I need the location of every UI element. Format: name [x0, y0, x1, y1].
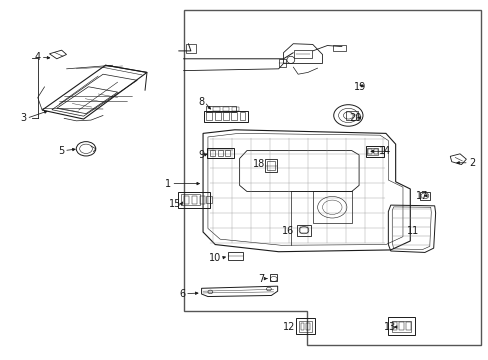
Bar [231, 112, 237, 120]
Text: 14: 14 [378, 146, 390, 156]
Text: 15: 15 [168, 199, 181, 210]
Bar [180, 194, 200, 205]
Bar [332, 45, 346, 51]
Bar [300, 323, 304, 330]
Bar [191, 196, 196, 204]
Bar [222, 107, 229, 111]
Text: 19: 19 [353, 82, 366, 93]
Bar [203, 111, 247, 122]
Text: 11: 11 [406, 226, 418, 236]
Text: 7: 7 [257, 274, 264, 284]
Text: 16: 16 [282, 226, 294, 236]
Bar [293, 50, 312, 58]
Bar [217, 150, 222, 156]
Bar [239, 112, 245, 120]
Text: 2: 2 [468, 158, 474, 168]
Text: 1: 1 [165, 179, 171, 189]
Text: 6: 6 [179, 289, 184, 299]
Bar [373, 149, 377, 154]
Text: 3: 3 [20, 113, 26, 123]
Bar [206, 112, 212, 120]
Bar [212, 107, 219, 111]
Bar [214, 112, 220, 120]
Bar [299, 227, 308, 233]
Bar [206, 106, 235, 112]
Text: 10: 10 [208, 253, 221, 263]
Bar [365, 145, 384, 157]
Text: 4: 4 [35, 52, 41, 62]
Bar [228, 252, 243, 260]
Text: 18: 18 [253, 159, 265, 169]
Bar [406, 322, 410, 330]
Bar [264, 159, 277, 172]
Bar [391, 322, 396, 330]
Bar [183, 196, 188, 204]
Text: 5: 5 [58, 145, 64, 156]
Text: 13: 13 [384, 322, 396, 332]
Bar [223, 112, 228, 120]
Bar [206, 148, 233, 158]
Text: 12: 12 [283, 322, 295, 332]
Bar [205, 196, 211, 203]
Text: 20: 20 [348, 113, 361, 123]
Bar [387, 318, 414, 335]
Text: 17: 17 [416, 191, 428, 201]
Text: 8: 8 [198, 97, 204, 107]
Bar [270, 274, 277, 281]
Bar [296, 318, 314, 334]
Bar [267, 161, 275, 170]
Text: 9: 9 [198, 150, 204, 160]
Bar [232, 107, 239, 111]
Bar [398, 322, 403, 330]
Bar [391, 320, 410, 332]
Bar [306, 323, 310, 330]
Bar [209, 150, 214, 156]
Bar [346, 111, 358, 120]
Bar [299, 321, 311, 332]
Bar [225, 150, 230, 156]
Bar [367, 149, 371, 154]
Bar [199, 196, 204, 204]
Bar [297, 225, 310, 235]
Bar [366, 148, 377, 155]
Bar [419, 192, 429, 200]
Bar [178, 192, 210, 208]
